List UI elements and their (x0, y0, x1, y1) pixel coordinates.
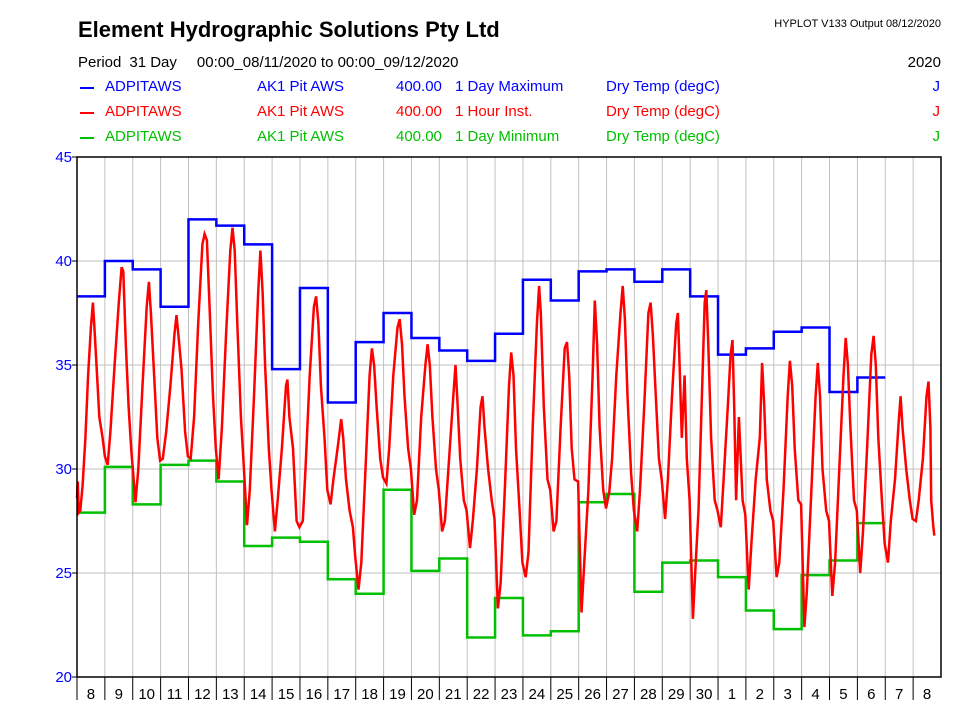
legend-swatch-inst (80, 112, 94, 114)
x-tick-label: 12 (194, 686, 211, 703)
y-tick-label: 30 (55, 461, 72, 478)
legend-site: ADPITAWS (105, 103, 182, 120)
legend-variable: 400.00 (396, 128, 442, 145)
period-line: Period 31 Day 00:00_08/11/2020 to 00:00_09… (78, 54, 479, 71)
legend-stat: 1 Hour Inst. (455, 103, 533, 120)
x-tick-label: 20 (417, 686, 434, 703)
y-tick-label: 20 (55, 669, 72, 686)
x-tick-label: 1 (728, 686, 736, 703)
x-tick-label: 28 (640, 686, 657, 703)
x-tick-label: 29 (668, 686, 685, 703)
plot-frame (76, 156, 942, 678)
x-tick-label: 27 (612, 686, 629, 703)
period-range: 00:00_08/11/2020 to 00:00_09/12/2020 (196, 54, 459, 71)
x-tick-label: 3 (784, 686, 792, 703)
x-tick-label: 7 (895, 686, 903, 703)
x-tick-label: 24 (529, 686, 546, 703)
legend-stat: 1 Day Minimum (455, 128, 560, 145)
x-tick-label: 9 (115, 686, 123, 703)
legend-desc: Dry Temp (degC) (606, 128, 720, 145)
software-version-label: HYPLOT V133 Output 08/12/2020 (774, 18, 941, 30)
x-tick-label: 30 (696, 686, 713, 703)
x-tick-label: 8 (923, 686, 931, 703)
series-line-1-day-minimum (77, 459, 886, 639)
period-value: 31 Day (129, 54, 177, 71)
y-tick-label: 45 (55, 149, 72, 166)
x-tick-label: 17 (333, 686, 350, 703)
x-tick-label: 18 (361, 686, 378, 703)
legend-variable: 400.00 (396, 103, 442, 120)
x-tick-label: 4 (811, 686, 819, 703)
x-tick-label: 6 (867, 686, 875, 703)
x-tick-label: 22 (473, 686, 490, 703)
x-tick-label: 26 (584, 686, 601, 703)
legend-name: AK1 Pit AWS (257, 128, 344, 145)
legend-swatch-min (80, 137, 94, 139)
legend-entry-min: ADPITAWS AK1 Pit AWS 400.00 1 Day Minimu… (78, 128, 942, 148)
x-tick-label: 25 (556, 686, 573, 703)
legend-flag: J (932, 78, 941, 95)
legend-site: ADPITAWS (105, 128, 182, 145)
legend-desc: Dry Temp (degC) (606, 78, 720, 95)
x-tick-label: 23 (501, 686, 518, 703)
legend-entry-max: ADPITAWS AK1 Pit AWS 400.00 1 Day Maximu… (78, 78, 942, 98)
chart-title: Element Hydrographic Solutions Pty Ltd (78, 17, 500, 42)
series-layer (75, 218, 936, 639)
legend-desc: Dry Temp (degC) (606, 103, 720, 120)
legend-flag: J (932, 128, 941, 145)
legend-stat: 1 Day Maximum (455, 78, 564, 95)
legend-swatch-max (80, 87, 94, 89)
x-tick-label: 13 (222, 686, 239, 703)
x-tick-label: 21 (445, 686, 462, 703)
x-tick-label: 10 (138, 686, 155, 703)
x-tick-label: 14 (250, 686, 267, 703)
x-tick-label: 2 (756, 686, 764, 703)
x-tick-label: 16 (306, 686, 323, 703)
x-tick-label: 15 (278, 686, 295, 703)
x-tick-label: 11 (167, 686, 183, 703)
y-tick-label: 35 (55, 357, 72, 374)
legend-variable: 400.00 (396, 78, 442, 95)
x-tick-label: 8 (87, 686, 95, 703)
x-tick-label: 19 (389, 686, 406, 703)
x-tick-label: 5 (839, 686, 847, 703)
series-line-1-day-maximum (77, 218, 886, 404)
legend-name: AK1 Pit AWS (257, 78, 344, 95)
legend-flag: J (932, 103, 941, 120)
legend-name: AK1 Pit AWS (257, 103, 344, 120)
y-tick-label: 40 (55, 253, 72, 270)
legend-entry-inst: ADPITAWS AK1 Pit AWS 400.00 1 Hour Inst.… (78, 103, 942, 123)
y-tick-label: 25 (55, 565, 72, 582)
legend-site: ADPITAWS (105, 78, 182, 95)
period-label: Period (78, 54, 122, 71)
year-label: 2020 (907, 54, 941, 71)
series-line-1-hour-inst (75, 227, 936, 628)
